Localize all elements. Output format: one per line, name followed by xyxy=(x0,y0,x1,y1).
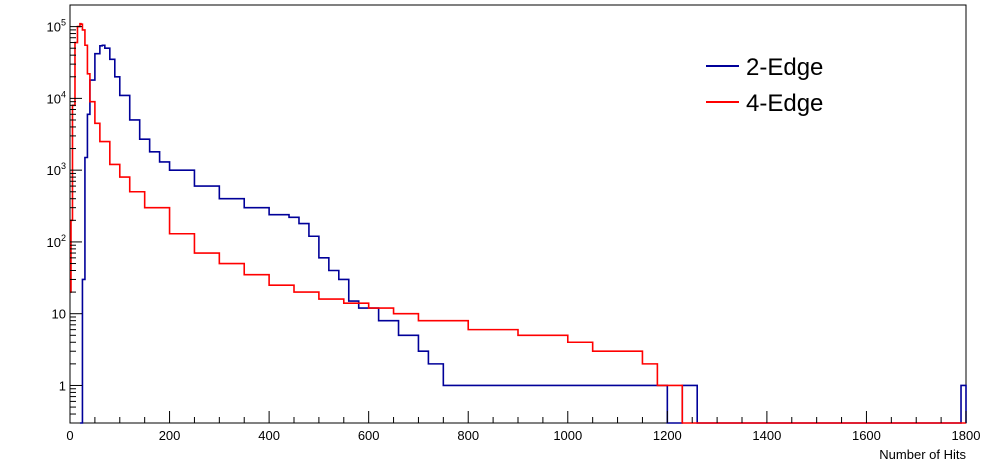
x-tick-label: 1600 xyxy=(852,428,881,443)
legend: 2-Edge 4-Edge xyxy=(706,54,823,117)
x-axis-title: Number of Hits xyxy=(879,447,966,462)
series-line-1 xyxy=(79,44,967,424)
y-tick-label: 102 xyxy=(47,233,66,250)
x-tick-label: 800 xyxy=(457,428,479,443)
x-tick-label: 1000 xyxy=(553,428,582,443)
y-tick-label: 104 xyxy=(47,89,66,106)
y-tick-label: 10 xyxy=(52,307,66,322)
y-tick-label: 1 xyxy=(59,378,66,393)
y-tick-label: 103 xyxy=(47,161,66,178)
x-tick-label: 0 xyxy=(66,428,73,443)
x-tick-label: 1800 xyxy=(952,428,981,443)
x-axis: 0 200 400 600 800 1000 1200 1400 1600 1800 xyxy=(66,411,980,443)
series-layer xyxy=(70,22,967,424)
x-tick-label: 200 xyxy=(159,428,181,443)
legend-label: 2-Edge xyxy=(746,54,823,81)
x-tick-label: 1200 xyxy=(653,428,682,443)
y-axis: 1 10 102 103 104 105 xyxy=(47,4,82,424)
legend-label: 4-Edge xyxy=(746,90,823,117)
x-tick-label: 600 xyxy=(358,428,380,443)
x-tick-label: 1400 xyxy=(752,428,781,443)
x-tick-label: 400 xyxy=(258,428,280,443)
y-tick-label: 105 xyxy=(47,18,66,35)
series-line-2 xyxy=(70,22,966,424)
plot-frame xyxy=(69,4,967,424)
